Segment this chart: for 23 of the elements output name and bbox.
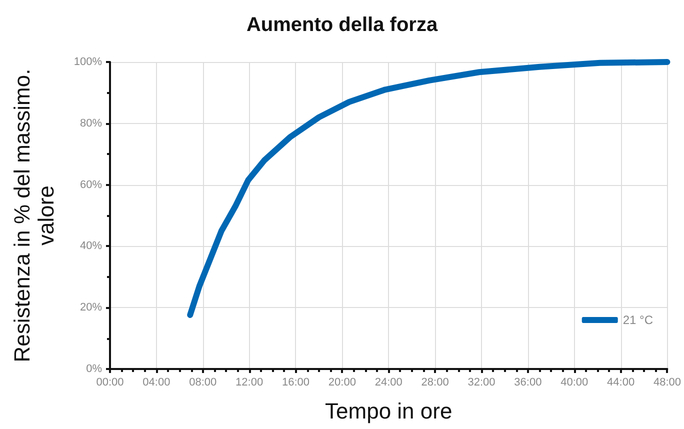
x-tick-label: 08:00 [189, 376, 217, 388]
x-tick-label: 28:00 [421, 376, 449, 388]
y-tick-label: 80% [80, 117, 102, 130]
x-tick-label: 40:00 [560, 376, 588, 388]
legend-label: 21 °C [622, 313, 654, 327]
x-tick-label: 24:00 [374, 376, 402, 388]
x-tick-label: 36:00 [514, 376, 542, 388]
x-tick-label: 32:00 [468, 376, 496, 388]
x-axis-title: Tempo in ore [325, 398, 452, 424]
y-tick-label: 20% [80, 302, 102, 314]
y-tick-label: 40% [80, 240, 102, 252]
x-tick-label: 44:00 [607, 376, 635, 388]
x-tick-label: 04:00 [142, 376, 170, 388]
y-tick-label: 100% [74, 56, 102, 68]
x-tick-label: 00:00 [96, 376, 124, 388]
y-axis-title: Resistenza in % del massimo. valore [10, 68, 58, 362]
x-tick-label: 48:00 [653, 376, 681, 388]
chart-title: Aumento della forza [246, 14, 438, 36]
x-tick-label: 20:00 [328, 376, 356, 388]
x-tick-label: 12:00 [236, 376, 264, 388]
x-tick-label: 16:00 [282, 376, 310, 388]
y-tick-label: 0% [86, 363, 102, 375]
y-tick-label: 60% [80, 178, 102, 191]
